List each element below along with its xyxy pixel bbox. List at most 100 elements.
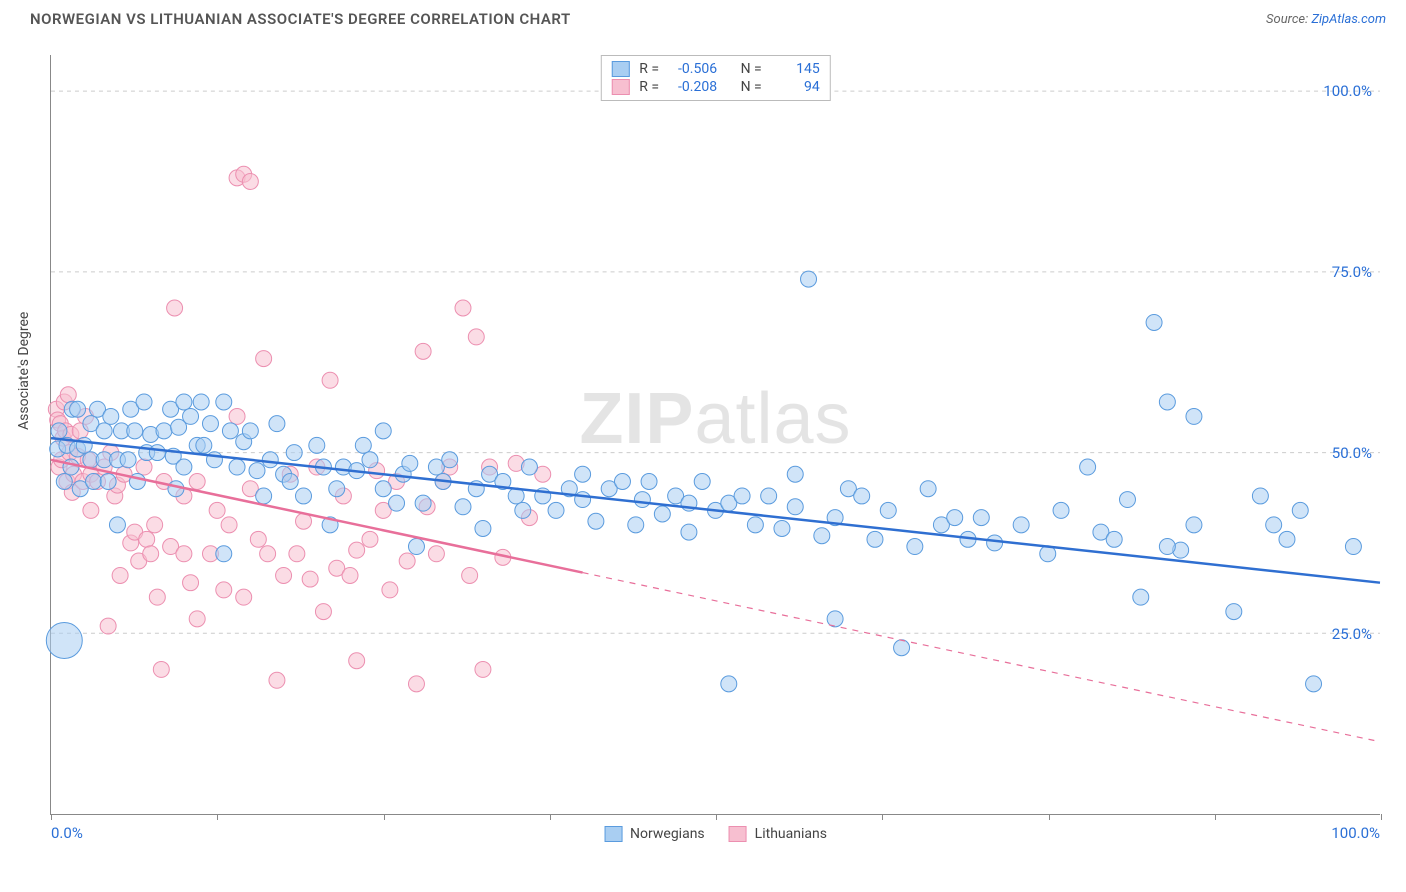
data-point-lithuanians xyxy=(322,372,338,388)
data-point-lithuanians xyxy=(242,174,258,190)
data-point-lithuanians xyxy=(250,531,266,547)
data-point-lithuanians xyxy=(147,517,163,533)
data-point-norwegians xyxy=(575,492,591,508)
data-point-norwegians xyxy=(256,488,272,504)
data-point-norwegians xyxy=(389,495,405,511)
data-point-norwegians xyxy=(787,466,803,482)
data-point-norwegians xyxy=(1186,517,1202,533)
data-point-lithuanians xyxy=(260,546,276,562)
data-point-norwegians xyxy=(654,506,670,522)
data-point-norwegians xyxy=(628,517,644,533)
data-point-norwegians xyxy=(402,455,418,471)
data-point-norwegians xyxy=(46,623,82,659)
data-point-norwegians xyxy=(1013,517,1029,533)
legend-item-norwegians: Norwegians xyxy=(604,826,705,842)
legend-item-lithuanians: Lithuanians xyxy=(729,826,827,842)
data-point-norwegians xyxy=(282,473,298,489)
data-point-norwegians xyxy=(1146,314,1162,330)
y-tick-label: 100.0% xyxy=(1323,82,1372,100)
data-point-lithuanians xyxy=(315,604,331,620)
x-tick-mark xyxy=(217,814,218,820)
legend-n-label: N = xyxy=(741,79,762,95)
data-point-lithuanians xyxy=(112,567,128,583)
swatch-norwegians xyxy=(611,61,629,77)
data-point-norwegians xyxy=(1292,502,1308,518)
legend-r-label: R = xyxy=(639,79,659,95)
plot-area: ZIPatlas 25.0%50.0%75.0%100.0% 0.0% 100.… xyxy=(50,55,1380,815)
data-point-norwegians xyxy=(202,416,218,432)
data-point-norwegians xyxy=(694,473,710,489)
data-point-lithuanians xyxy=(153,661,169,677)
data-point-norwegians xyxy=(521,459,537,475)
data-point-lithuanians xyxy=(236,589,252,605)
data-point-lithuanians xyxy=(216,582,232,598)
data-point-norwegians xyxy=(127,423,143,439)
x-tick-mark xyxy=(882,814,883,820)
data-point-norwegians xyxy=(100,473,116,489)
data-point-norwegians xyxy=(196,437,212,453)
x-tick-mark xyxy=(716,814,717,820)
data-point-lithuanians xyxy=(183,575,199,591)
legend-label-norwegians: Norwegians xyxy=(630,826,705,842)
data-point-norwegians xyxy=(156,423,172,439)
data-point-norwegians xyxy=(907,539,923,555)
data-point-norwegians xyxy=(1133,589,1149,605)
x-tick-mark xyxy=(384,814,385,820)
data-point-lithuanians xyxy=(139,531,155,547)
data-point-lithuanians xyxy=(399,553,415,569)
data-point-norwegians xyxy=(229,459,245,475)
source-link[interactable]: ZipAtlas.com xyxy=(1311,12,1386,27)
swatch-norwegians xyxy=(604,826,622,842)
data-point-norwegians xyxy=(86,473,102,489)
y-tick-label: 25.0% xyxy=(1332,625,1372,643)
data-point-norwegians xyxy=(176,459,192,475)
data-point-norwegians xyxy=(355,437,371,453)
data-point-norwegians xyxy=(70,401,86,417)
source-label: Source: xyxy=(1266,12,1308,27)
data-point-norwegians xyxy=(309,437,325,453)
data-point-norwegians xyxy=(56,473,72,489)
data-point-lithuanians xyxy=(289,546,305,562)
data-point-norwegians xyxy=(1080,459,1096,475)
data-point-norwegians xyxy=(761,488,777,504)
data-point-norwegians xyxy=(854,488,870,504)
data-point-norwegians xyxy=(475,520,491,536)
data-point-norwegians xyxy=(880,502,896,518)
data-point-norwegians xyxy=(415,495,431,511)
data-point-norwegians xyxy=(1053,502,1069,518)
chart-svg xyxy=(51,55,1380,814)
data-point-lithuanians xyxy=(428,546,444,562)
data-point-norwegians xyxy=(614,473,630,489)
data-point-lithuanians xyxy=(408,676,424,692)
data-point-lithuanians xyxy=(83,502,99,518)
x-axis-max-label: 100.0% xyxy=(1331,824,1380,842)
data-point-norwegians xyxy=(375,481,391,497)
x-axis-min-label: 0.0% xyxy=(51,824,83,842)
data-point-norwegians xyxy=(193,394,209,410)
data-point-norwegians xyxy=(814,528,830,544)
data-point-norwegians xyxy=(1159,394,1175,410)
data-point-lithuanians xyxy=(475,661,491,677)
data-point-lithuanians xyxy=(349,653,365,669)
legend-row-lithuanians: R = -0.208 N = 94 xyxy=(611,78,819,96)
data-point-norwegians xyxy=(286,445,302,461)
data-point-lithuanians xyxy=(342,567,358,583)
source-attribution: Source: ZipAtlas.com xyxy=(1266,12,1386,27)
data-point-lithuanians xyxy=(415,343,431,359)
data-point-lithuanians xyxy=(221,517,237,533)
data-point-norwegians xyxy=(176,394,192,410)
data-point-lithuanians xyxy=(189,473,205,489)
trend-line-dashed-lithuanians xyxy=(583,573,1380,742)
data-point-norwegians xyxy=(329,481,345,497)
data-point-lithuanians xyxy=(229,408,245,424)
data-point-lithuanians xyxy=(382,582,398,598)
data-point-norwegians xyxy=(734,488,750,504)
chart-title: NORWEGIAN VS LITHUANIAN ASSOCIATE'S DEGR… xyxy=(30,10,571,28)
x-tick-mark xyxy=(1049,814,1050,820)
data-point-norwegians xyxy=(1106,531,1122,547)
data-point-norwegians xyxy=(242,423,258,439)
data-point-norwegians xyxy=(1226,604,1242,620)
x-tick-mark xyxy=(1381,814,1382,820)
data-point-norwegians xyxy=(634,492,650,508)
x-tick-mark xyxy=(1215,814,1216,820)
